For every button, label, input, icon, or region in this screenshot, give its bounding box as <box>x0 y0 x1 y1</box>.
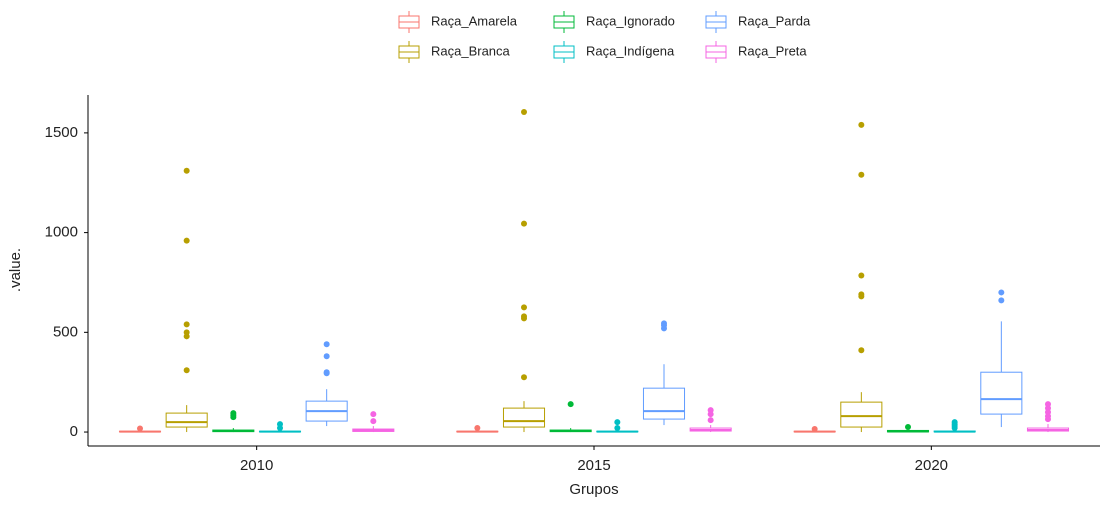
outlier <box>183 329 190 336</box>
outlier <box>951 419 958 426</box>
outlier <box>614 419 621 426</box>
outlier <box>858 171 865 178</box>
outlier <box>276 421 283 428</box>
outlier <box>858 272 865 279</box>
outlier <box>707 407 714 414</box>
outlier <box>905 424 912 431</box>
outlier <box>521 220 528 227</box>
outlier <box>370 418 377 425</box>
outlier <box>137 425 144 432</box>
outlier <box>183 167 190 174</box>
outlier <box>521 108 528 115</box>
outlier <box>660 320 667 327</box>
outlier <box>521 374 528 381</box>
outlier <box>998 297 1005 304</box>
x-axis-title: Grupos <box>569 481 618 498</box>
outlier <box>323 341 330 348</box>
box <box>642 387 686 420</box>
legend-label: Raça_Preta <box>738 43 807 58</box>
legend-label: Raça_Ignorado <box>586 13 675 28</box>
y-tick-label: 500 <box>53 323 78 340</box>
outlier <box>1044 401 1051 408</box>
legend-label: Raça_Parda <box>738 13 811 28</box>
outlier <box>858 121 865 128</box>
box <box>502 407 546 428</box>
outlier <box>183 321 190 328</box>
box <box>840 401 883 428</box>
outlier <box>230 410 237 417</box>
outlier <box>858 347 865 354</box>
outlier <box>567 401 574 408</box>
box <box>980 371 1023 415</box>
outlier <box>614 425 621 432</box>
outlier <box>323 369 330 376</box>
outlier <box>521 313 528 320</box>
y-tick-label: 1500 <box>45 124 78 141</box>
x-tick-label: 2015 <box>577 457 610 474</box>
outlier <box>370 411 377 418</box>
box <box>165 412 208 428</box>
outlier <box>474 425 481 432</box>
y-tick-label: 1000 <box>45 224 78 241</box>
outlier <box>707 417 714 424</box>
outlier <box>811 426 818 433</box>
outlier <box>183 367 190 374</box>
outlier <box>323 353 330 360</box>
outlier <box>858 291 865 298</box>
y-tick-label: 0 <box>70 423 78 440</box>
x-tick-label: 2010 <box>240 457 273 474</box>
outlier <box>521 304 528 311</box>
legend-label: Raça_Branca <box>431 43 511 58</box>
legend-label: Raça_Indígena <box>586 43 675 58</box>
outlier <box>998 289 1005 296</box>
outlier <box>183 237 190 244</box>
legend-label: Raça_Amarela <box>431 13 518 28</box>
y-axis-title: .value. <box>7 248 24 292</box>
x-tick-label: 2020 <box>915 457 948 474</box>
